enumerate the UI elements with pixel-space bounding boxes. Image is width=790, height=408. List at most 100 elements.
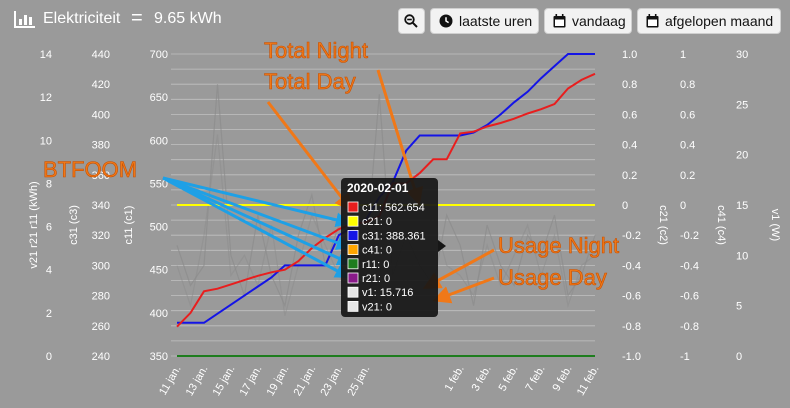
axis-tick-label: 0.2 [622,170,637,182]
axis-tick-label: 0 [622,200,628,212]
axis-tick-label: 400 [150,308,168,320]
tooltip-row-c41: c41: 0 [362,245,392,257]
arrow-total-day [266,101,353,212]
axis-tick-label: 320 [92,230,110,242]
today-button[interactable]: vandaag [544,8,632,34]
x-tick-label: 11 feb. [575,364,602,398]
axis-tick-label: 0.4 [680,140,695,152]
axis-tick-label: 700 [150,49,168,61]
tooltip-swatch-c31 [347,229,359,241]
zoom-out-icon [404,14,418,28]
axis-tick-label: 0 [46,351,52,363]
axis-tick-label: -0.2 [622,230,641,242]
axis-tick-label: 500 [150,222,168,234]
axis-tick-label: 600 [150,135,168,147]
axis-tick-label: 1.0 [622,49,637,61]
arrow-btfoom [162,176,352,250]
arrow-btfoom [162,176,351,228]
equals-separator: = [131,7,143,29]
axis-tick-label: 440 [92,49,110,61]
axis-tick-label: 380 [92,140,110,152]
axis-tick-label: 350 [150,351,168,363]
axis-tick-label: 240 [92,351,110,363]
axis-tick-label: 340 [92,200,110,212]
tooltip-row-r21: r21: 0 [362,273,390,285]
axis-tick-label: -1.0 [622,351,641,363]
annotation-btfoom: BTFOOM [43,157,137,182]
axis-tick-label: 300 [92,260,110,272]
axis-tick-label: 12 [40,92,52,104]
axis-tick-label: -0.4 [622,260,641,272]
axis-tick-label: 260 [92,321,110,333]
axis-tick-label: 1 [680,49,686,61]
x-tick-label: 1 feb. [443,364,467,394]
panel-title: Elektriciteit [43,10,121,27]
tooltip-date: 2020-02-01 [347,181,409,195]
x-tick-label: 19 jan. [265,364,292,399]
axis-title: c21 (c2) [657,205,669,245]
calendar-icon [646,14,659,28]
axis-tick-label: 14 [40,49,52,61]
tooltip-row-c21: c21: 0 [362,216,392,228]
axis-tick-label: 25 [736,99,748,111]
axis-tick-label: 0.8 [622,79,637,91]
axis-tick-label: 20 [736,150,748,162]
recent-hours-button[interactable]: laatste uren [430,8,539,34]
tooltip-swatch-r21 [347,272,359,284]
annotation-total-day: Total Day [264,69,356,94]
axis-tick-label: -1 [680,351,690,363]
clock-icon [439,14,453,28]
zoom-out-button[interactable] [398,8,425,34]
axis-tick-label: 0 [736,351,742,363]
panel-header: Elektriciteit = 9.65 kWh laatste uren [0,0,790,38]
tooltip-row-v21: v21: 0 [362,301,392,313]
axis-title: v1 (W) [769,209,781,241]
tooltip-pointer [438,240,446,252]
axis-tick-label: -0.6 [622,291,641,303]
tooltip-swatch-r11 [347,258,359,270]
tooltip-swatch-v21 [347,300,359,312]
x-tick-label: 13 jan. [184,364,211,399]
x-tick-label: 15 jan. [211,364,238,399]
axis-title: c41 (c4) [715,205,727,245]
axis-title: c31 (c3) [68,205,80,245]
axis-tick-label: 4 [46,265,52,277]
x-tick-label: 5 feb. [497,364,521,394]
axis-tick-label: -0.8 [622,321,641,333]
axis-tick-label: 15 [736,200,748,212]
axis-tick-label: 450 [150,265,168,277]
tooltip-row-c11: c11: 562.654 [362,202,425,214]
axis-tick-label: 0.8 [680,79,695,91]
x-tick-label: 3 feb. [470,364,494,394]
arrow-btfoom [162,176,353,266]
tooltip-row-v1: v1: 15.716 [362,287,413,299]
axis-tick-label: 0.4 [622,140,637,152]
tooltip-row-r11: r11: 0 [362,259,389,271]
last-month-button[interactable]: afgelopen maand [637,8,781,34]
axis-tick-label: -0.4 [680,260,699,272]
bar-chart-icon [14,11,35,28]
axis-tick-label: -0.6 [680,291,699,303]
x-tick-label: 9 feb. [550,364,574,394]
annotation-total-night: Total Night [264,38,368,63]
axis-tick-label: 650 [150,92,168,104]
annotation-usage-night: Usage Night [498,233,619,258]
annotation-usage-day: Usage Day [498,265,607,290]
recent-hours-label: laatste uren [459,13,533,29]
axis-tick-label: 360 [92,170,110,182]
axis-tick-label: 280 [92,291,110,303]
arrow-btfoom [162,176,351,278]
arrow-usage-night [422,248,495,289]
axis-title: v21 r21 r11 (kWh) [28,181,40,268]
arrow-usage-day [432,276,495,304]
today-label: vandaag [572,13,626,29]
axis-tick-label: 10 [736,250,748,262]
x-tick-label: 17 jan. [238,364,265,399]
last-month-label: afgelopen maand [665,13,774,29]
axis-tick-label: -0.2 [680,230,699,242]
axis-tick-label: 550 [150,178,168,190]
axis-tick-label: 5 [736,301,742,313]
total-value: 9.65 kWh [154,10,222,27]
